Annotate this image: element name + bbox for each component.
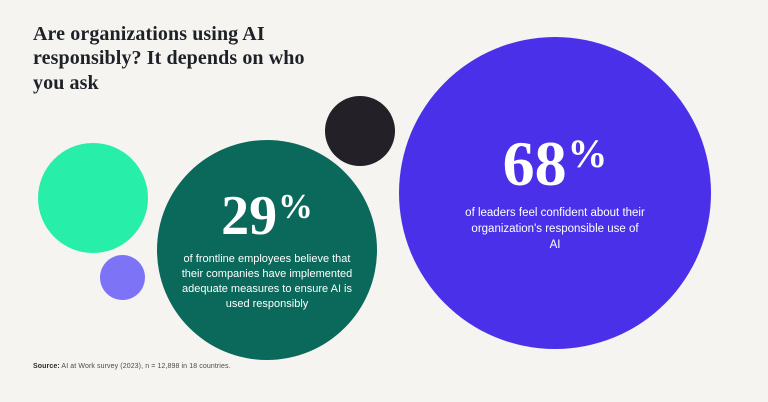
bubble-leaders: 68% of leaders feel confident about thei…: [399, 37, 711, 349]
stat-caption-leaders: of leaders feel confident about their or…: [465, 207, 645, 251]
source-text: AI at Work survey (2023), n = 12,898 in …: [59, 363, 231, 370]
bubble-frontline-employees: 29% of frontline employees believe that …: [157, 140, 377, 360]
decorative-black-circle: [325, 96, 395, 166]
decorative-mint-circle: [38, 143, 148, 253]
stat-number: 68: [502, 128, 567, 200]
percent-sign: %: [278, 187, 313, 227]
stat-number: 29: [221, 184, 278, 247]
source-label: Source:: [33, 363, 60, 370]
stat-value-leaders: 68%: [503, 132, 608, 196]
stat-caption-frontline: of frontline employees believe that thei…: [181, 252, 353, 311]
decorative-periwinkle-circle: [100, 255, 145, 300]
source-note: Source: AI at Work survey (2023), n = 12…: [33, 363, 231, 370]
stat-value-frontline: 29%: [221, 188, 313, 244]
percent-sign: %: [567, 132, 608, 177]
page-title: Are organizations using AI responsibly? …: [33, 23, 305, 94]
